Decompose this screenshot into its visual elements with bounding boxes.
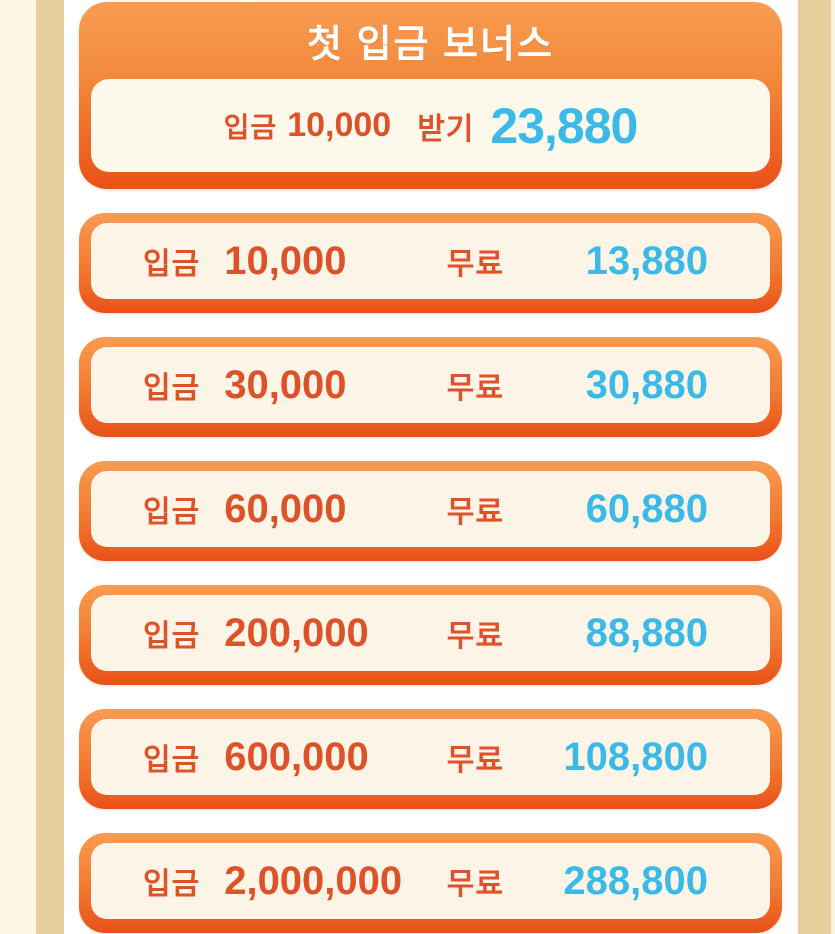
deposit-amount: 2,000,000 <box>224 858 403 903</box>
deposit-label: 입금 <box>143 620 201 653</box>
tier-row-inner: 입금 60,000 무료 60,880 <box>91 471 770 547</box>
deposit-tier-row-6[interactable]: 입금 2,000,000 무료 288,800 <box>79 833 782 933</box>
free-label: 무료 <box>446 496 504 529</box>
page-title: 첫 입금 보너스 <box>307 24 554 66</box>
bonus-amount: 288,800 <box>563 858 708 903</box>
deposit-amount: 200,000 <box>224 610 369 655</box>
free-label: 무료 <box>446 372 504 405</box>
bonus-amount: 30,880 <box>585 362 708 407</box>
deposit-tier-row-3[interactable]: 입금 60,000 무료 60,880 <box>79 461 782 561</box>
deposit-label: 입금 <box>143 372 201 405</box>
deposit-label: 입금 <box>143 248 201 281</box>
deposit-label: 입금 <box>143 496 201 529</box>
bonus-amount: 108,800 <box>563 734 708 779</box>
deposit-amount: 10,000 <box>224 238 347 283</box>
free-label: 무료 <box>446 868 504 901</box>
deposit-tier-row-2[interactable]: 입금 30,000 무료 30,880 <box>79 337 782 437</box>
free-label: 무료 <box>446 248 504 281</box>
tier-row-inner: 입금 600,000 무료 108,800 <box>91 719 770 795</box>
bonus-amount: 88,880 <box>585 610 708 655</box>
tier-row-inner: 입금 2,000,000 무료 288,800 <box>91 843 770 919</box>
claim-label: 받기 <box>417 112 475 146</box>
first-deposit-bonus-panel: 첫 입금 보너스 입금 10,000 받기 23,880 입금 10,000 무… <box>79 0 782 933</box>
right-cream-strip <box>831 0 835 934</box>
free-label: 무료 <box>446 744 504 777</box>
deposit-tier-row-4[interactable]: 입금 200,000 무료 88,880 <box>79 585 782 685</box>
tier-row-inner: 입금 30,000 무료 30,880 <box>91 347 770 423</box>
bonus-amount: 23,880 <box>490 97 638 154</box>
first-deposit-bonus-card: 첫 입금 보너스 입금 10,000 받기 23,880 <box>79 2 782 189</box>
free-label: 무료 <box>446 620 504 653</box>
deposit-tier-row-1[interactable]: 입금 10,000 무료 13,880 <box>79 213 782 313</box>
bonus-amount: 60,880 <box>585 486 708 531</box>
deposit-tier-row-5[interactable]: 입금 600,000 무료 108,800 <box>79 709 782 809</box>
deposit-label: 입금 <box>223 111 278 143</box>
tier-row-inner: 입금 10,000 무료 13,880 <box>91 223 770 299</box>
deposit-label: 입금 <box>143 868 201 901</box>
deposit-label: 입금 <box>143 744 201 777</box>
deposit-amount: 600,000 <box>224 734 369 779</box>
left-cream-strip <box>0 0 36 934</box>
deposit-amount: 30,000 <box>224 362 347 407</box>
bonus-amount: 13,880 <box>585 238 708 283</box>
deposit-amount: 10,000 <box>287 106 392 144</box>
right-tan-strip <box>798 0 831 934</box>
tier-row-inner: 입금 200,000 무료 88,880 <box>91 595 770 671</box>
left-tan-strip <box>36 0 64 934</box>
claim-bonus-button[interactable]: 입금 10,000 받기 23,880 <box>91 79 770 172</box>
deposit-amount: 60,000 <box>224 486 347 531</box>
